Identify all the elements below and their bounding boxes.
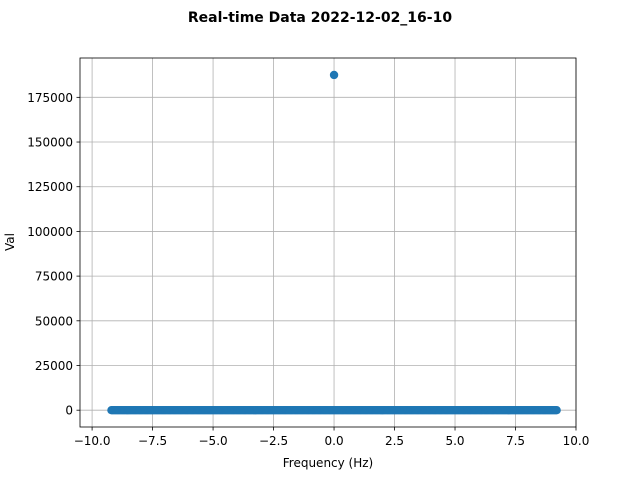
data-point-peak: [329, 70, 339, 80]
x-tick-label: −5.0: [199, 434, 228, 448]
axis-ticks: −10.0 −7.5 −5.0 −2.5 0.0 2.5 5.0 7.5 10.0 0 25000 5…: [27, 91, 589, 448]
x-tick-label: −10.0: [74, 434, 111, 448]
y-tick-label: 175000: [27, 91, 73, 105]
x-tick-label: −7.5: [138, 434, 167, 448]
x-tick-label: 5.0: [445, 434, 464, 448]
y-tick-label: 75000: [35, 270, 73, 284]
x-axis-label: Frequency (Hz): [283, 456, 374, 470]
y-tick-label: 0: [65, 404, 73, 418]
y-tick-label: 100000: [27, 225, 73, 239]
grid: [80, 58, 577, 427]
plot-frame: [79, 57, 577, 428]
x-tick-label: 10.0: [563, 434, 590, 448]
data-points: [107, 70, 561, 415]
data-point: [552, 405, 561, 415]
y-tick-label: 25000: [35, 359, 73, 373]
x-tick-label: 2.5: [385, 434, 404, 448]
x-tick-label: −2.5: [259, 434, 288, 448]
y-tick-label: 125000: [27, 180, 73, 194]
y-tick-label: 150000: [27, 136, 73, 150]
chart-title: Real-time Data 2022-12-02_16-10: [188, 10, 452, 26]
x-tick-label: 0.0: [325, 434, 344, 448]
y-axis-label: Val: [3, 233, 17, 251]
y-tick-label: 50000: [35, 314, 73, 328]
x-tick-label: 7.5: [506, 434, 525, 448]
